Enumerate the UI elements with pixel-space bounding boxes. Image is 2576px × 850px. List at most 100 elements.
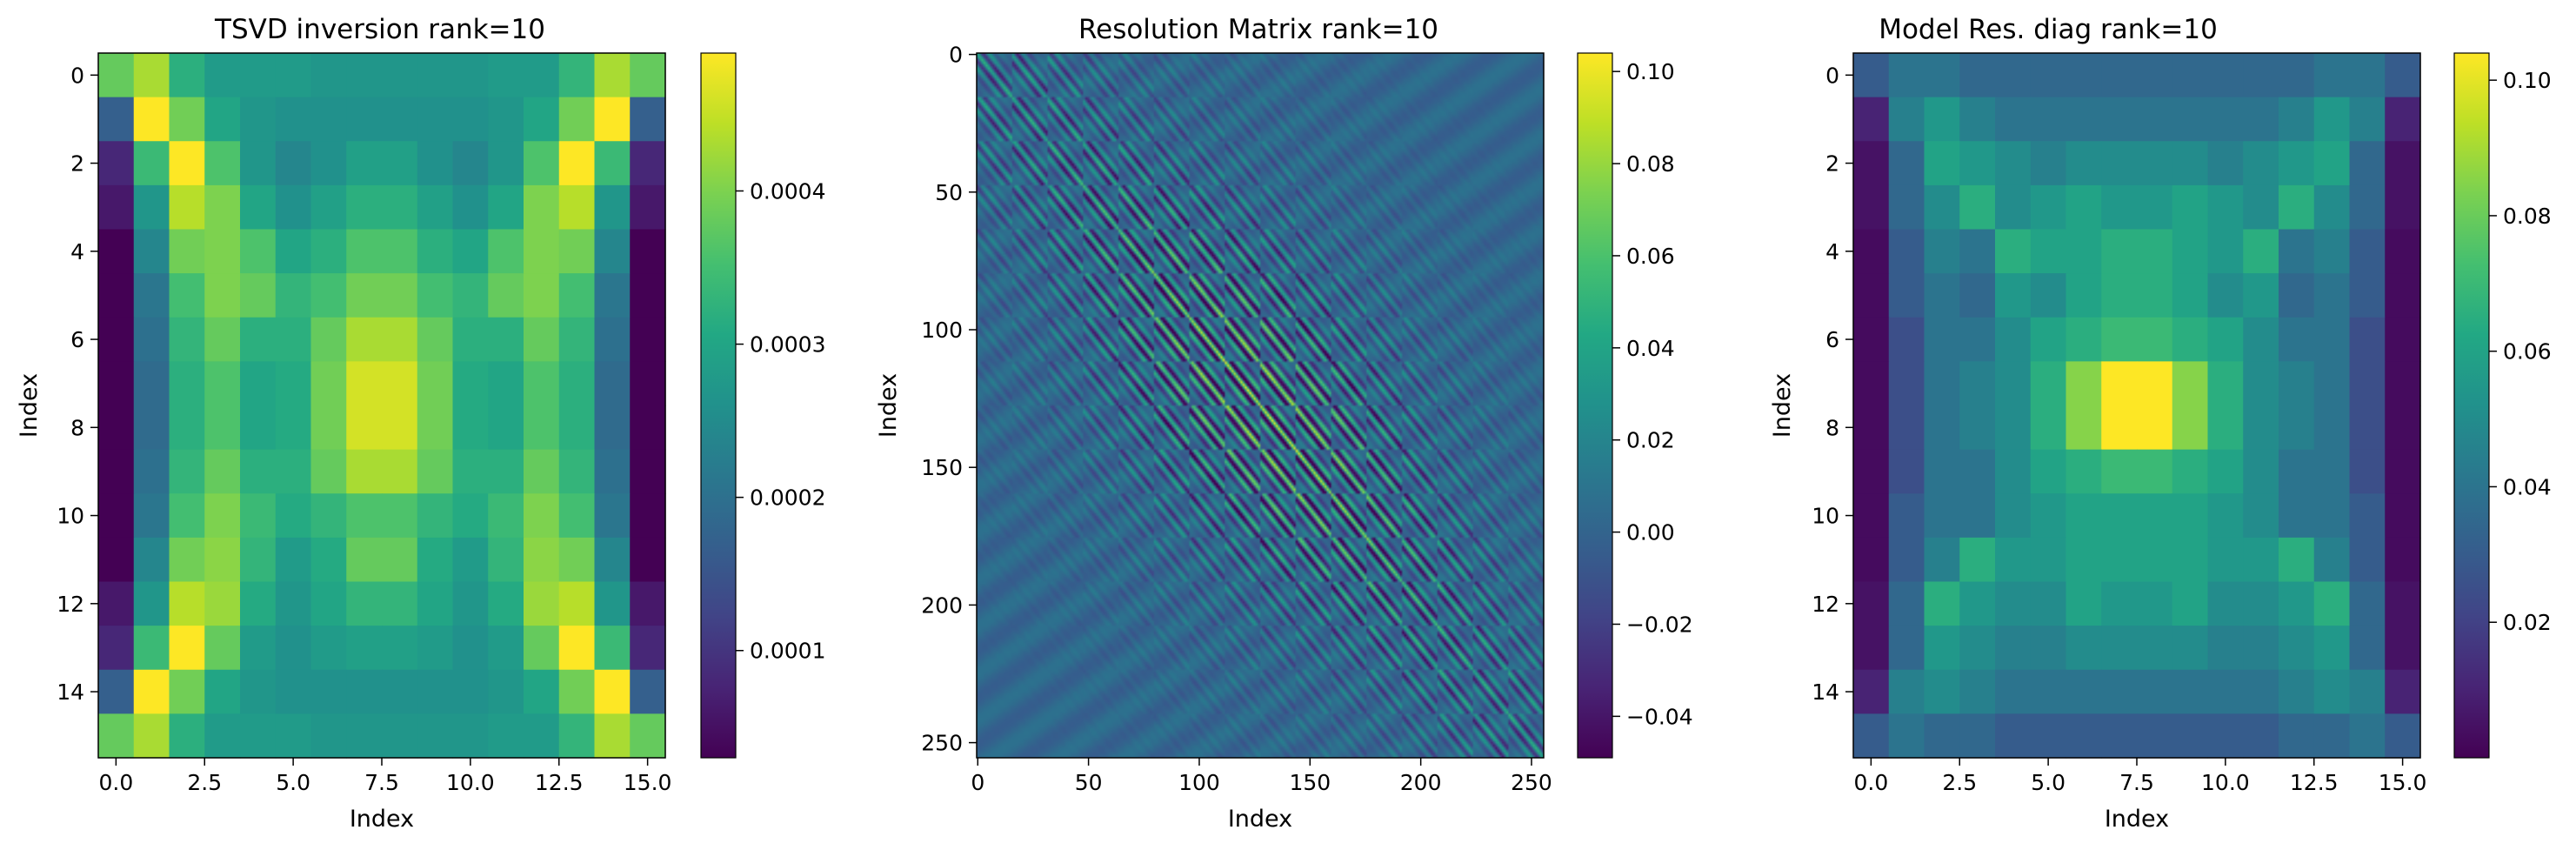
heatmap-cell [2349,361,2386,406]
heatmap-cell [275,53,312,98]
heatmap-cell [1924,317,1960,362]
heatmap-cell [2313,229,2351,274]
heatmap-cell [1995,53,2032,98]
heatmap-cell [240,493,277,539]
heatmap-cell [2137,273,2173,318]
heatmap-cell [240,53,277,98]
y-tick-label: 0 [1825,63,1839,88]
heatmap-cell [2172,97,2209,142]
heatmap-cell [1959,53,1996,98]
heatmap-cell [2207,626,2244,671]
heatmap-cell [1924,184,1960,231]
heatmap-cell [2030,405,2067,451]
heatmap-cell [1924,449,1960,494]
heatmap-cell [630,273,666,318]
heatmap-cell [2172,713,2209,759]
heatmap-cell [275,184,312,231]
heatmap-cell [2207,97,2244,142]
heatmap-cell [204,493,241,539]
heatmap-cell [2349,317,2386,362]
heatmap-cell [240,449,277,494]
heatmap-cell [630,361,666,406]
heatmap-cell [417,405,454,451]
heatmap-cell [524,229,560,274]
heatmap-cell [1853,141,1890,186]
heatmap-cell [2243,229,2279,274]
heatmap-cell [346,361,383,406]
heatmap-cell [346,53,383,98]
panel-resolution-matrix: Resolution Matrix rank=10 0 50 100 150 200 25… [875,14,1693,833]
heatmap-cell [310,229,347,274]
heatmap-cell [204,97,241,142]
heatmap-cell [2385,53,2421,98]
heatmap-cell [2172,229,2209,274]
heatmap-cell [558,229,596,274]
heatmap-cell [275,493,312,539]
heatmap-cell [98,361,135,406]
heatmap-cell [1959,669,1996,714]
heatmap-cell [275,581,312,626]
x-tick-label: 15.0 [624,770,672,795]
colorbar-tick-label: 0.10 [2503,68,2552,93]
heatmap-cell [417,184,454,231]
heatmap-cell [1924,229,1960,274]
heatmap-cell [1995,97,2032,142]
heatmap-cell [2349,626,2386,671]
heatmap-cell [346,97,383,142]
heatmap-cell [2137,537,2173,583]
heatmap-cell [1853,493,1890,539]
heatmap-cell [558,626,596,671]
colorbar-ticks-tsvd: 0.0001 0.0002 0.0003 0.0004 [736,178,825,664]
heatmap-cell [2243,53,2279,98]
heatmap-cell [240,713,277,759]
heatmap-cell [2313,449,2351,494]
x-tick-label: 0.0 [1853,770,1888,795]
heatmap-cell [382,141,418,186]
heatmap-cell [2137,317,2173,362]
heatmap-cell [1995,273,2032,318]
x-tick-label: 2.5 [187,770,222,795]
heatmap-cell [310,273,347,318]
heatmap-cell [2279,141,2315,186]
heatmap-cell [2279,405,2315,451]
heatmap-cell [310,713,347,759]
heatmap-cell [2349,229,2386,274]
x-axis-ticks-tsvd: 0.0 2.5 5.0 7.5 10.0 12.5 15.0 [98,758,671,795]
heatmap-cell [133,184,170,231]
heatmap-cell [169,449,205,494]
heatmap-cell [1924,53,1960,98]
heatmap-cell [275,317,312,362]
heatmap-cell [1888,493,1925,539]
heatmap-cell [524,184,560,231]
heatmap-cell [133,581,170,626]
heatmap-cell [2137,53,2173,98]
heatmap-cell [2101,493,2138,539]
heatmap-cell [1959,317,1996,362]
heatmap-cell [98,626,135,671]
heatmap-cell [2349,53,2386,98]
heatmap-cell [2349,184,2386,231]
heatmap-cell [488,581,524,626]
heatmap-cell [488,53,524,98]
heatmap-cell [1853,449,1890,494]
heatmap-cell [2065,184,2102,231]
heatmap-model-res [1853,53,2421,759]
heatmap-cell [133,53,170,98]
heatmap-cell [1924,626,1960,671]
heatmap-cell [382,537,418,583]
colorbar-tick-label: 0.00 [1626,520,1675,545]
heatmap-cell [524,537,560,583]
heatmap-cell [1888,273,1925,318]
heatmap-cell [2313,53,2351,98]
colorbar-tsvd [700,52,737,759]
heatmap-cell [240,273,277,318]
heatmap-cell [2172,449,2209,494]
heatmap-cell [1888,361,1925,406]
heatmap-cell [488,537,524,583]
heatmap-cell [2030,626,2067,671]
heatmap-cell [2065,141,2102,186]
heatmap-cell [2279,626,2315,671]
colorbar-tick-label: 0.0004 [750,178,825,204]
heatmap-cell [98,493,135,539]
heatmap-cell [275,405,312,451]
